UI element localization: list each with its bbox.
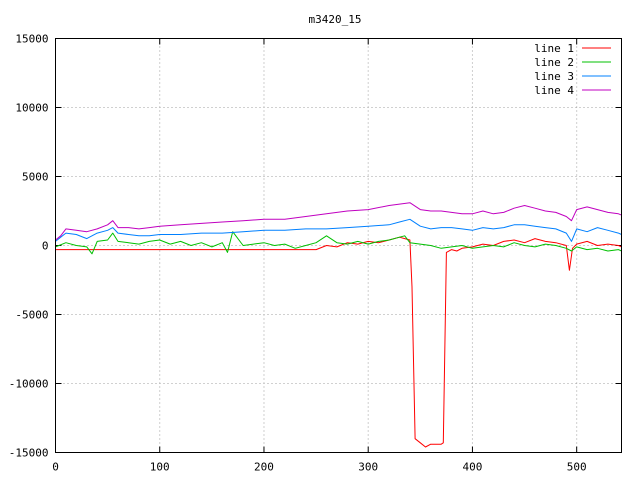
x-tick-label: 0: [52, 461, 59, 474]
series-line-3: [55, 218, 622, 242]
plot-area-border: [55, 38, 622, 453]
x-tick-label: 400: [463, 461, 483, 474]
data-series: [55, 202, 622, 448]
legend-label: line 1: [534, 42, 574, 55]
series-line-4: [55, 202, 622, 241]
y-tick-label: 5000: [22, 171, 49, 184]
series-line-1: [55, 236, 622, 448]
x-tick-label: 200: [254, 461, 274, 474]
y-tick-label: 10000: [15, 102, 48, 115]
series-line-2: [55, 231, 622, 255]
x-tick-label: 500: [567, 461, 587, 474]
x-tick-label: 100: [150, 461, 170, 474]
grid: [55, 38, 622, 453]
y-tick-label: -5000: [15, 309, 48, 322]
chart-title: m3420_15: [309, 13, 362, 26]
x-tick-label: 300: [358, 461, 378, 474]
y-tick-label: -10000: [9, 378, 49, 391]
y-tick-label: 0: [42, 240, 49, 253]
legend-label: line 2: [534, 56, 574, 69]
axis-tick-labels: 0 100 200 300 400 500 -15000 -10000 -5000 0 5000 10…: [9, 33, 587, 474]
y-tick-label: 15000: [15, 33, 48, 46]
legend-label: line 4: [534, 84, 574, 97]
legend-label: line 3: [534, 70, 574, 83]
y-tick-label: -15000: [9, 447, 49, 460]
